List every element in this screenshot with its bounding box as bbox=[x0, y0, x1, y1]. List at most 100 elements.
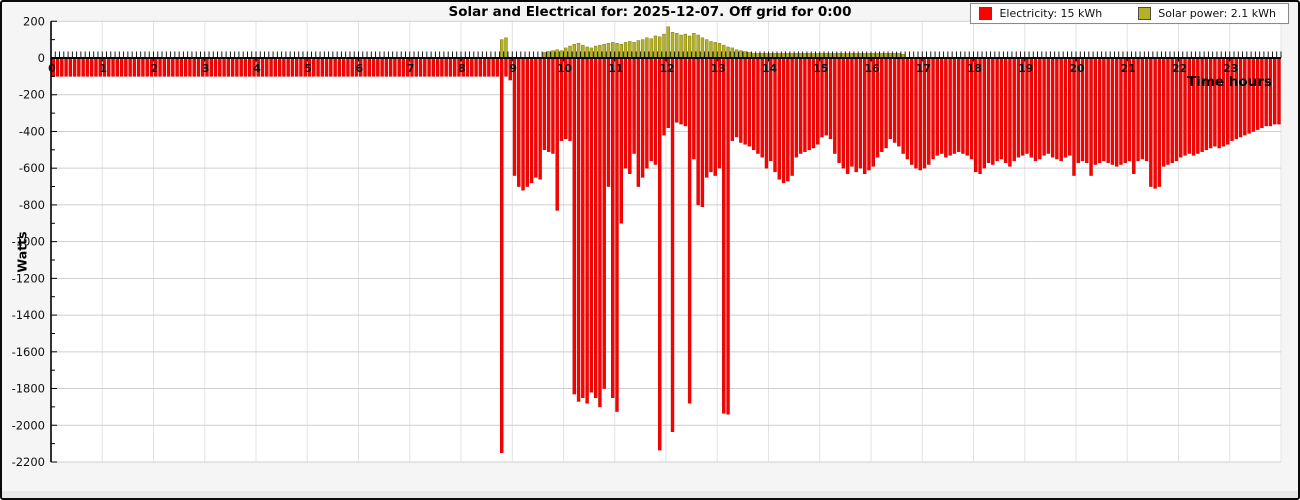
bar bbox=[1089, 57, 1093, 176]
bar bbox=[337, 57, 342, 77]
svg-text:5: 5 bbox=[304, 62, 312, 75]
bar bbox=[1110, 57, 1115, 165]
bar bbox=[371, 57, 376, 77]
bar bbox=[564, 47, 568, 59]
bar bbox=[670, 32, 675, 59]
electricity-bars bbox=[51, 57, 1281, 454]
bar bbox=[1238, 57, 1243, 138]
legend-item-electricity: Electricity: 15 kWh bbox=[979, 7, 1102, 20]
bar bbox=[1033, 57, 1038, 162]
bar bbox=[645, 37, 649, 59]
bar bbox=[1063, 57, 1068, 158]
bar bbox=[615, 57, 619, 412]
bar bbox=[329, 57, 333, 77]
bar bbox=[188, 57, 192, 77]
svg-text:19: 19 bbox=[1018, 62, 1033, 75]
bar bbox=[794, 57, 799, 158]
bar bbox=[333, 57, 337, 77]
bar bbox=[636, 40, 641, 59]
bar bbox=[828, 57, 833, 140]
svg-text:8: 8 bbox=[458, 62, 466, 75]
bar bbox=[948, 57, 952, 156]
bar bbox=[1277, 57, 1281, 125]
svg-text:21: 21 bbox=[1121, 62, 1136, 75]
bar bbox=[679, 57, 683, 125]
bar bbox=[363, 57, 367, 77]
bar bbox=[670, 57, 675, 432]
bar bbox=[440, 57, 444, 77]
bar bbox=[145, 57, 149, 77]
bar bbox=[1132, 57, 1136, 174]
bar bbox=[837, 57, 841, 163]
bar bbox=[367, 57, 371, 77]
bar bbox=[444, 57, 448, 77]
bar bbox=[1055, 57, 1059, 160]
bar bbox=[692, 32, 696, 59]
bar bbox=[726, 46, 730, 59]
svg-text:23: 23 bbox=[1223, 62, 1238, 75]
bar bbox=[235, 57, 239, 77]
electricity-swatch-icon bbox=[979, 7, 993, 20]
bar bbox=[991, 57, 995, 165]
bar bbox=[619, 43, 623, 59]
bar bbox=[974, 57, 978, 173]
bar bbox=[1217, 57, 1221, 149]
svg-text:2: 2 bbox=[151, 62, 159, 75]
bar bbox=[427, 57, 431, 77]
bar bbox=[1247, 57, 1251, 134]
bar bbox=[593, 45, 598, 59]
bar bbox=[435, 57, 440, 77]
bar bbox=[687, 57, 692, 404]
bar bbox=[696, 57, 700, 206]
bar bbox=[602, 43, 606, 59]
legend-label-solar: Solar power: 2.1 kWh bbox=[1158, 7, 1276, 20]
bar bbox=[183, 57, 188, 77]
bar bbox=[602, 57, 606, 389]
bar bbox=[521, 57, 525, 191]
bar bbox=[1204, 57, 1209, 151]
bar bbox=[709, 57, 713, 173]
bar bbox=[743, 57, 747, 145]
bar bbox=[606, 57, 611, 187]
bar bbox=[833, 57, 837, 154]
bar bbox=[722, 44, 726, 59]
bar bbox=[675, 32, 679, 59]
bar bbox=[1012, 57, 1016, 162]
bar bbox=[730, 47, 735, 59]
bar bbox=[628, 57, 632, 174]
bar bbox=[277, 57, 282, 77]
bar bbox=[269, 57, 273, 77]
bar bbox=[1106, 57, 1110, 163]
bar bbox=[55, 57, 60, 77]
svg-text:6: 6 bbox=[356, 62, 364, 75]
bar bbox=[935, 57, 940, 156]
bar bbox=[845, 57, 850, 174]
svg-text:9: 9 bbox=[509, 62, 517, 75]
bar bbox=[850, 57, 854, 167]
bar bbox=[726, 57, 730, 415]
bar bbox=[978, 57, 982, 174]
bar bbox=[956, 57, 961, 152]
bar bbox=[589, 47, 594, 59]
bar bbox=[666, 26, 670, 59]
bar bbox=[1102, 57, 1106, 162]
bar bbox=[499, 57, 504, 454]
bar bbox=[747, 57, 752, 147]
bar bbox=[273, 57, 278, 77]
bar bbox=[72, 57, 77, 77]
bar bbox=[961, 57, 965, 154]
bar bbox=[722, 57, 726, 414]
bar bbox=[734, 57, 739, 138]
bar bbox=[1097, 57, 1102, 163]
bar bbox=[880, 57, 884, 152]
svg-text:7: 7 bbox=[407, 62, 415, 75]
bar bbox=[243, 57, 248, 77]
bar bbox=[704, 57, 709, 178]
bar bbox=[239, 57, 243, 77]
bar bbox=[517, 57, 521, 187]
bar bbox=[448, 57, 453, 77]
bar bbox=[700, 57, 705, 207]
bar bbox=[474, 57, 478, 77]
bar bbox=[175, 57, 179, 77]
